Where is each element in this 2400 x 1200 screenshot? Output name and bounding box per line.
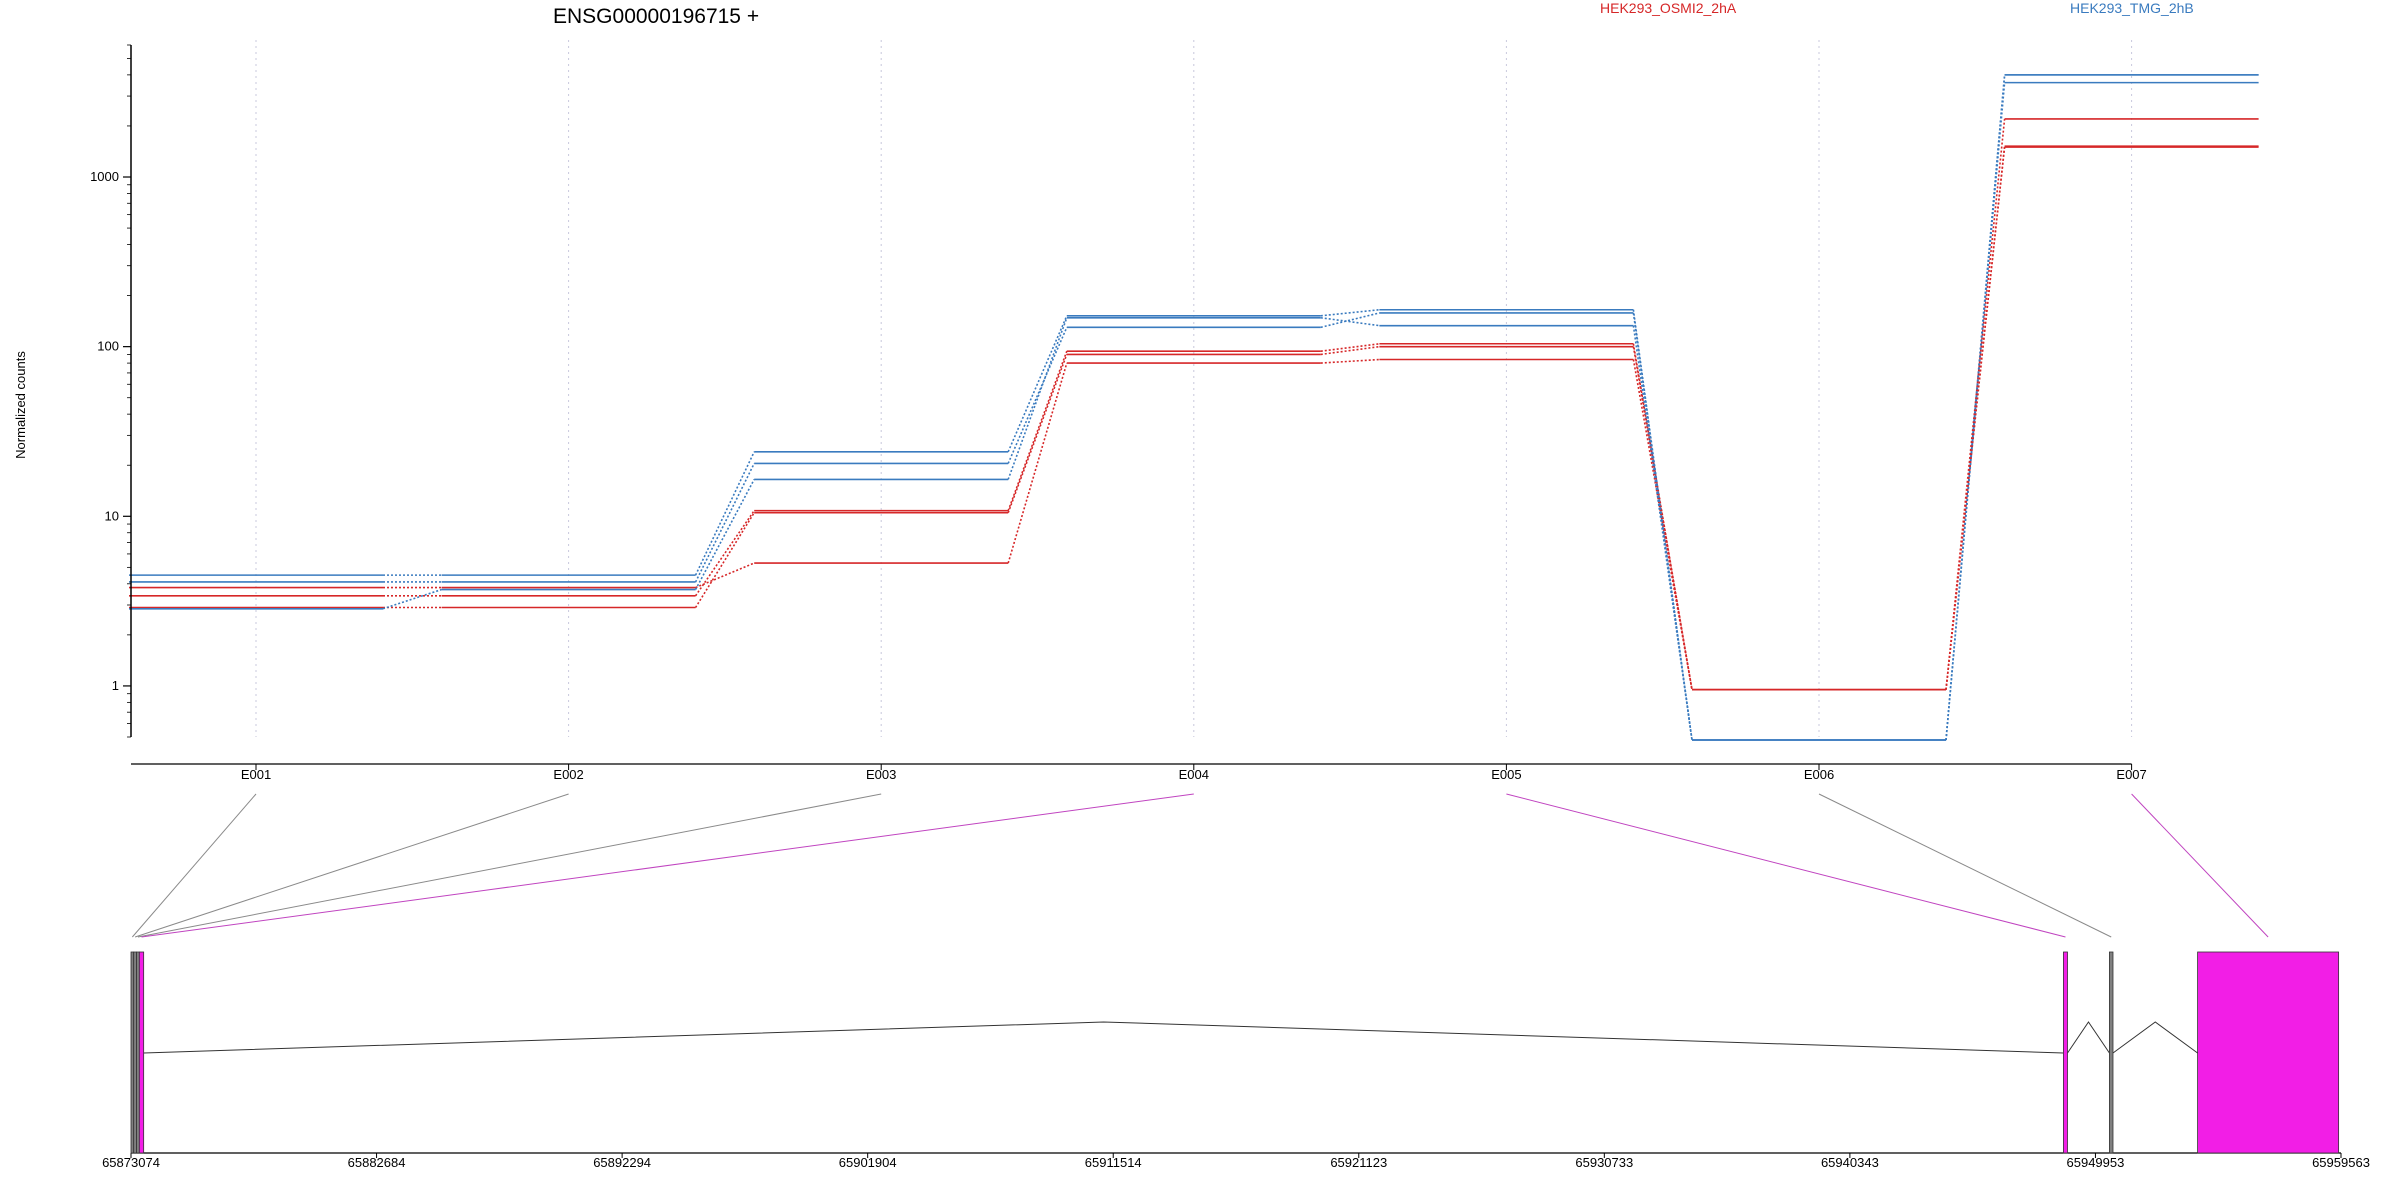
- y-tick-label: 1: [112, 678, 119, 693]
- series-2-connector: [1320, 358, 1380, 364]
- series-1-connector: [1945, 146, 2006, 690]
- genome-tick-label: 65911514: [1085, 1155, 1142, 1170]
- exon-e005: [2063, 951, 2068, 1154]
- exon-connector-e002: [134, 793, 569, 938]
- series-5-connector: [1945, 74, 2006, 741]
- intron-1: [143, 1021, 2064, 1054]
- series-0-connector: [694, 512, 755, 608]
- exon-label-e002: E002: [553, 767, 583, 782]
- genome-tick-label: 65930733: [1575, 1155, 1633, 1170]
- exon-label-e004: E004: [1179, 767, 1209, 782]
- intron-2: [2067, 1021, 2110, 1054]
- series-4-connector: [1007, 327, 1068, 464]
- exon-e003: [136, 951, 140, 1154]
- exon-label-e001: E001: [241, 767, 271, 782]
- y-tick-label: 100: [97, 339, 119, 354]
- y-tick-label: 10: [105, 508, 119, 523]
- series-5-connector: [1007, 317, 1068, 480]
- series-5-connector: [1320, 316, 1380, 327]
- series-1-connector: [1320, 342, 1380, 353]
- series-5-connector: [694, 479, 755, 590]
- series-3-connector: [1007, 315, 1068, 453]
- series-3-connector: [1320, 308, 1380, 317]
- chart-axes: 1 10 100 1000 E001 E002 E003 E004 E005 E006 E007: [90, 44, 2147, 782]
- exon-connector-e005: [1506, 793, 2066, 938]
- genome-tick-label: 65959563: [2312, 1155, 2370, 1170]
- series-2-connector: [1007, 362, 1068, 564]
- exon-e002: [133, 951, 137, 1154]
- series-0-connector: [1007, 354, 1068, 513]
- series-2-connector: [695, 562, 755, 589]
- exon-connector-e001: [131, 793, 257, 938]
- gene-model: 65873074 65882684 65892294 65901904 65911514…: [102, 951, 2370, 1170]
- genome-tick-label: 65901904: [839, 1155, 897, 1170]
- genome-tick-label: 65882684: [348, 1155, 406, 1170]
- exon-e001: [130, 951, 135, 1154]
- exon-e006: [2109, 951, 2114, 1154]
- series-1-connector: [1007, 350, 1068, 511]
- exon-label-e003: E003: [866, 767, 896, 782]
- series-lines: [129, 74, 2259, 741]
- y-axis-label: Normalized counts: [13, 351, 28, 459]
- exon-e007: [2197, 951, 2340, 1154]
- series-5-connector: [1632, 325, 1693, 741]
- exon-connector-lines: [131, 793, 2269, 938]
- y-tick-label: 1000: [90, 169, 119, 184]
- series-1-connector: [694, 510, 755, 597]
- exon-connector-e003: [137, 793, 882, 938]
- genome-tick-label: 65949953: [2067, 1155, 2125, 1170]
- series-0-connector: [1320, 345, 1380, 356]
- exon-label-e005: E005: [1491, 767, 1521, 782]
- intron-3: [2112, 1021, 2198, 1054]
- chart-title: ENSG00000196715 +: [553, 5, 759, 28]
- series-5-connector: [382, 588, 442, 610]
- series-3-connector: [694, 451, 755, 576]
- exon-connector-e006: [1818, 793, 2112, 938]
- genome-tick-label: 65940343: [1821, 1155, 1879, 1170]
- legend-entry-tmg: HEK293_TMG_2hB: [2070, 0, 2194, 16]
- exon-label-e007: E007: [2116, 767, 2146, 782]
- exon-connector-e004: [141, 793, 1194, 938]
- exon-e004: [138, 951, 145, 1154]
- legend-entry-osmi2: HEK293_OSMI2_2hA: [1600, 0, 1737, 16]
- exon-label-e006: E006: [1804, 767, 1834, 782]
- genome-tick-label: 65873074: [102, 1155, 160, 1170]
- genome-tick-label: 65892294: [593, 1155, 651, 1170]
- genome-tick-label: 65921123: [1330, 1155, 1387, 1170]
- grid-lines: [255, 40, 2133, 737]
- exon-connector-e007: [2131, 793, 2269, 938]
